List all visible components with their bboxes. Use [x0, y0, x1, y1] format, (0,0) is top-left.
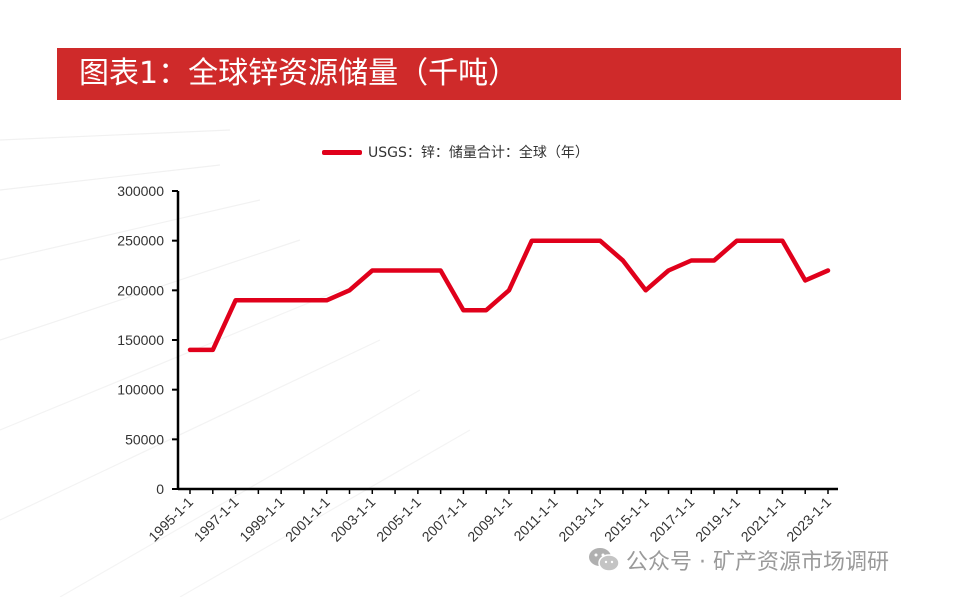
- x-tick-label: 1997-1-1: [191, 494, 242, 545]
- x-tick-label: 1995-1-1: [145, 494, 196, 545]
- series-line: [187, 238, 831, 353]
- chart-series: [187, 238, 831, 353]
- x-tick-label: 2005-1-1: [373, 494, 424, 545]
- x-tick-label: 2019-1-1: [692, 494, 743, 545]
- x-tick-label: 2017-1-1: [646, 494, 697, 545]
- y-tick-label: 300000: [117, 183, 164, 199]
- title-bar: 图表1：全球锌资源储量（千吨）: [57, 48, 901, 100]
- legend-label: USGS：锌：储量合计：全球（年）: [368, 145, 589, 161]
- x-tick-label: 2013-1-1: [555, 494, 606, 545]
- y-tick-label: 0: [156, 481, 164, 497]
- x-axis: 1995-1-11997-1-11999-1-12001-1-12003-1-1…: [145, 487, 838, 545]
- x-tick-label: 1999-1-1: [236, 494, 287, 545]
- chart-legend: USGS：锌：储量合计：全球（年）: [322, 142, 589, 162]
- x-tick-label: 2003-1-1: [327, 494, 378, 545]
- y-axis: 0 50000 100000 150000 200000 250000 300000: [117, 183, 180, 497]
- y-tick-label: 100000: [117, 382, 164, 398]
- x-tick-label: 2023-1-1: [783, 494, 834, 545]
- wechat-icon: [589, 548, 620, 572]
- x-tick-label: 2015-1-1: [601, 494, 652, 545]
- x-tick-label: 2001-1-1: [282, 494, 333, 545]
- y-tick-label: 50000: [125, 431, 164, 447]
- x-tick-label: 2021-1-1: [738, 494, 789, 545]
- x-tick-label: 2011-1-1: [510, 494, 560, 544]
- legend-swatch: [322, 149, 362, 155]
- x-tick-label: 2009-1-1: [464, 494, 515, 545]
- watermark-text: 公众号 · 矿产资源市场调研: [626, 550, 889, 575]
- y-tick-label: 250000: [117, 233, 164, 249]
- x-tick-label: 2007-1-1: [419, 494, 470, 545]
- y-tick-label: 150000: [117, 332, 164, 348]
- y-tick-label: 200000: [117, 282, 164, 298]
- watermark: 公众号 · 矿产资源市场调研: [588, 544, 889, 576]
- chart-title: 图表1：全球锌资源储量（千吨）: [79, 56, 519, 91]
